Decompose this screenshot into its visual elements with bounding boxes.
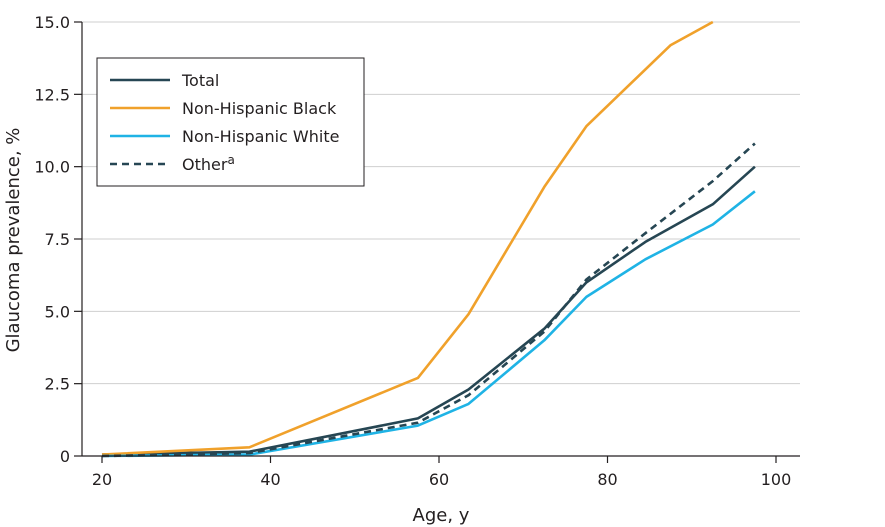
x-tick-label: 60 xyxy=(429,470,449,489)
axes: 0 2.5 5.0 7.5 10.0 12.5 15.0 20 40 60 80 100 xyxy=(34,13,800,489)
y-tick-label: 5.0 xyxy=(45,302,70,321)
y-axis-title: Glaucoma prevalence, % xyxy=(3,128,24,353)
y-tick-label: 15.0 xyxy=(34,13,70,32)
x-axis-title: Age, y xyxy=(413,505,470,526)
x-tick-label: 100 xyxy=(761,470,792,489)
legend-label: Total xyxy=(181,71,219,90)
y-tick-label: 10.0 xyxy=(34,158,70,177)
legend-label: Non-Hispanic White xyxy=(182,127,339,146)
series-line-non-hispanic-white xyxy=(101,190,756,458)
x-tick-label: 40 xyxy=(260,470,280,489)
series-line-total xyxy=(101,165,756,456)
series-line-other xyxy=(101,142,756,458)
y-tick-label: 12.5 xyxy=(34,85,70,104)
legend-label: Othera xyxy=(182,153,235,174)
series-line-non-hispanic-black xyxy=(101,20,714,456)
legend-superscript: a xyxy=(227,153,234,167)
x-tick-label: 80 xyxy=(597,470,617,489)
x-tick-label: 20 xyxy=(92,470,112,489)
y-tick-label: 2.5 xyxy=(45,375,70,394)
legend: Total Non-Hispanic Black Non-Hispanic Whit… xyxy=(96,57,365,187)
y-tick-label: 7.5 xyxy=(45,230,70,249)
y-tick-label: 0 xyxy=(60,447,70,466)
series-lines xyxy=(101,20,756,458)
legend-label: Non-Hispanic Black xyxy=(182,99,337,118)
